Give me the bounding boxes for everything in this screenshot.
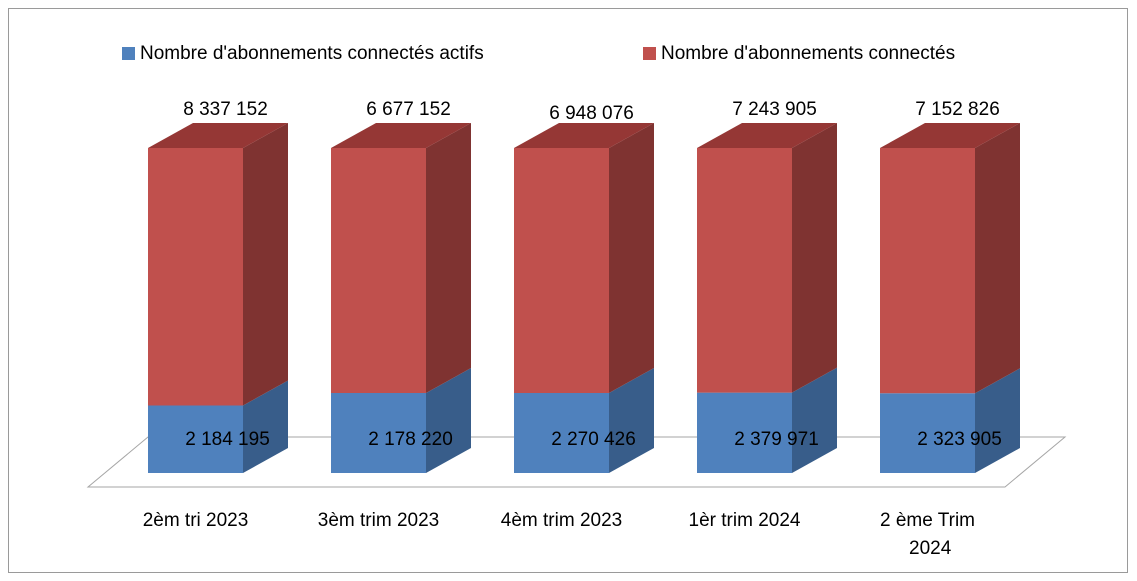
x-tick-label: 4èm trim 2023 [501, 510, 622, 531]
bar-side [975, 123, 1020, 394]
value-label: 8 337 152 [183, 99, 268, 120]
bar-side [243, 123, 288, 406]
legend-swatch [122, 47, 135, 60]
x-tick-label: 2èm tri 2023 [143, 510, 249, 531]
value-label: 2 323 905 [917, 429, 1002, 450]
bar-side [609, 123, 654, 393]
bar-side [975, 368, 1020, 473]
value-label: 2 178 220 [368, 429, 453, 450]
bar [697, 392, 792, 473]
value-label: 2 184 195 [185, 429, 270, 450]
bar-top [697, 123, 837, 148]
bar-top [331, 123, 471, 148]
bar-top [514, 123, 654, 148]
value-label: 7 152 826 [915, 99, 1000, 120]
bar-side [609, 367, 654, 473]
legend-label: Nombre d'abonnements connectés [661, 43, 955, 64]
bar-top [880, 123, 1020, 148]
value-label: 2 379 971 [734, 429, 819, 450]
bar [880, 393, 975, 473]
bar [148, 148, 243, 406]
x-tick-label: 3èm trim 2023 [318, 510, 439, 531]
value-label: 6 677 152 [366, 99, 451, 120]
bar-top [148, 123, 288, 148]
bar [697, 148, 792, 393]
bar-side [243, 380, 288, 473]
bar [514, 392, 609, 473]
bar [514, 148, 609, 393]
bar [880, 148, 975, 394]
floor [86, 436, 1067, 488]
value-label: 7 243 905 [732, 99, 817, 120]
x-tick-label: 2 ème Trim 2024 [880, 510, 975, 559]
bar-side [792, 123, 837, 393]
bar [148, 405, 243, 473]
value-label: 6 948 076 [549, 103, 634, 124]
bar [331, 148, 426, 394]
legend-swatch [643, 47, 656, 60]
bar-side [792, 367, 837, 473]
bar-side [426, 123, 471, 394]
bar [331, 393, 426, 473]
x-tick-label: 1èr trim 2024 [689, 510, 801, 531]
legend-label: Nombre d'abonnements connectés actifs [140, 43, 484, 64]
bar-side [426, 368, 471, 473]
value-label: 2 270 426 [551, 429, 636, 450]
